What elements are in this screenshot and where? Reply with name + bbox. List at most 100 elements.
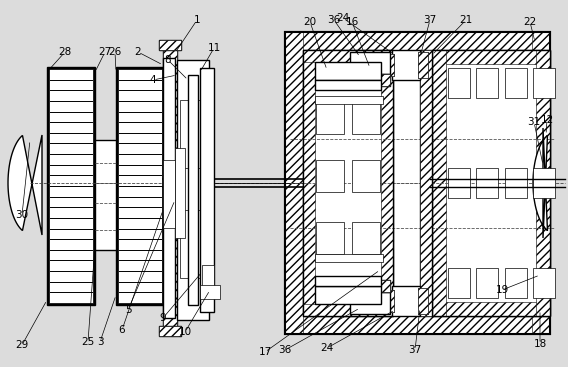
Bar [384, 54, 394, 76]
Text: 24: 24 [320, 343, 333, 353]
Text: 16: 16 [345, 17, 358, 27]
Text: 24: 24 [336, 13, 350, 23]
Bar [303, 304, 393, 316]
Bar [303, 50, 315, 316]
Text: 27: 27 [98, 47, 112, 57]
Bar [180, 100, 202, 168]
Bar [163, 58, 175, 318]
Bar [418, 288, 428, 314]
Bar [350, 52, 390, 74]
Bar [285, 32, 550, 334]
Bar [316, 222, 344, 254]
Bar [163, 48, 177, 328]
Bar [200, 68, 214, 312]
Bar [381, 50, 393, 316]
Bar [350, 74, 390, 86]
Bar [163, 160, 175, 228]
Bar [352, 222, 380, 254]
Bar [448, 168, 470, 198]
Text: 6: 6 [119, 325, 126, 335]
Text: 36: 36 [278, 345, 291, 355]
Bar [532, 32, 550, 334]
Bar [315, 276, 381, 286]
Text: 36: 36 [327, 15, 341, 25]
Bar [384, 54, 394, 76]
Bar [303, 50, 393, 316]
Text: 26: 26 [108, 47, 122, 57]
Bar [384, 290, 394, 312]
Text: 11: 11 [207, 43, 220, 53]
Bar [159, 326, 181, 336]
Text: 22: 22 [523, 17, 537, 27]
Bar [315, 96, 383, 104]
Bar [533, 168, 555, 198]
Bar [285, 32, 550, 334]
Bar [49, 69, 93, 303]
Bar [159, 326, 181, 336]
Polygon shape [533, 128, 548, 238]
Text: 8: 8 [165, 55, 172, 65]
Text: 17: 17 [258, 347, 272, 357]
Bar [188, 75, 198, 305]
Bar [432, 302, 550, 316]
Bar [316, 160, 344, 192]
Bar [432, 50, 446, 316]
Bar [285, 32, 550, 50]
Bar [536, 50, 550, 316]
Bar [420, 50, 432, 316]
Text: 30: 30 [15, 210, 28, 220]
Bar [316, 102, 344, 134]
Bar [175, 148, 185, 238]
Bar [47, 67, 95, 305]
Bar [352, 102, 380, 134]
Bar [476, 168, 498, 198]
Bar [476, 68, 498, 98]
Text: 18: 18 [533, 339, 546, 349]
Text: 3: 3 [97, 337, 103, 347]
Text: 29: 29 [15, 340, 28, 350]
Bar [315, 80, 381, 90]
Bar [392, 50, 420, 80]
Text: 31: 31 [527, 117, 541, 127]
Polygon shape [8, 135, 42, 235]
Bar [392, 286, 420, 316]
Bar [533, 268, 555, 298]
Bar [350, 280, 390, 292]
Text: 9: 9 [160, 313, 166, 323]
Bar [159, 40, 181, 50]
Text: 1: 1 [194, 15, 201, 25]
Bar [118, 69, 162, 303]
Bar [163, 48, 177, 328]
Bar [418, 52, 428, 78]
Bar [420, 50, 432, 316]
Text: 28: 28 [59, 47, 72, 57]
Bar [432, 50, 550, 316]
Text: 19: 19 [495, 285, 508, 295]
Bar [505, 168, 527, 198]
Bar [202, 265, 214, 295]
Text: 10: 10 [178, 327, 191, 337]
Bar [315, 254, 383, 262]
Text: 2: 2 [135, 47, 141, 57]
Bar [350, 74, 390, 86]
Bar [533, 68, 555, 98]
Bar [177, 60, 209, 320]
Bar [352, 160, 380, 192]
Bar [159, 40, 181, 50]
Text: 37: 37 [423, 15, 437, 25]
Bar [505, 268, 527, 298]
Bar [505, 68, 527, 98]
Bar [448, 68, 470, 98]
Bar [285, 316, 550, 334]
Bar [200, 285, 220, 299]
Bar [476, 268, 498, 298]
Bar [384, 290, 394, 312]
Bar [418, 52, 428, 78]
Bar [432, 50, 550, 64]
Text: 5: 5 [125, 305, 131, 315]
Bar [303, 50, 393, 62]
Bar [315, 286, 381, 304]
Bar [285, 32, 303, 334]
Bar [432, 50, 550, 316]
Bar [350, 292, 390, 314]
